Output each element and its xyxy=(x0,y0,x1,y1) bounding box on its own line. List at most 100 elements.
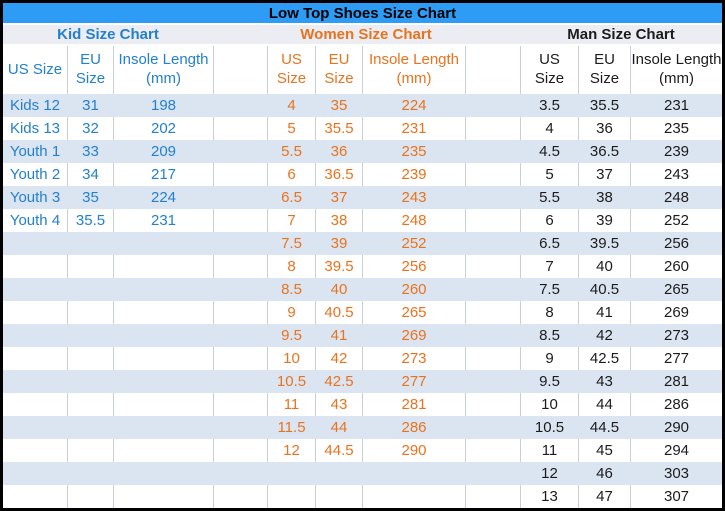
table-cell: Youth 3 xyxy=(9,189,61,206)
section-gap-cell xyxy=(465,462,520,485)
table-cell: 231 xyxy=(362,117,465,140)
table-cell: 10.5 xyxy=(534,419,565,436)
section-gap-cell xyxy=(213,117,267,140)
table-cell: 46 xyxy=(596,465,613,482)
table-cell: 36.5 xyxy=(589,143,620,160)
table-cell xyxy=(67,324,113,347)
table-cell: 11 xyxy=(267,393,315,416)
table-cell: 35.5 xyxy=(589,97,620,114)
table-cell: 303 xyxy=(663,465,690,482)
table-cell: 10.5 xyxy=(276,373,307,390)
man-section-title: Man Size Chart xyxy=(567,26,675,43)
table-cell: 38 xyxy=(596,189,613,206)
table-cell: 265 xyxy=(663,281,690,298)
section-gap xyxy=(465,25,520,44)
table-cell xyxy=(113,370,213,393)
table-cell: 10 xyxy=(520,393,578,416)
table-cell: 235 xyxy=(401,143,427,160)
section-gap-cell xyxy=(465,324,520,347)
table-cell xyxy=(3,485,67,508)
table-cell: 47 xyxy=(578,485,630,508)
table-cell: 39.5 xyxy=(315,255,362,278)
table-cell xyxy=(67,301,113,324)
table-row: 8.5 40 260 7.5 40.5 265 xyxy=(3,278,722,301)
table-cell: 260 xyxy=(630,255,722,278)
table-cell: 41 xyxy=(330,327,348,344)
table-row: 11 43 281 10 44 286 xyxy=(3,393,722,416)
section-gap-cell xyxy=(465,46,520,94)
table-cell xyxy=(67,393,113,416)
section-gap-cell xyxy=(213,462,267,485)
table-cell xyxy=(113,347,213,370)
table-cell: 42.5 xyxy=(324,373,354,390)
section-gap-cell xyxy=(465,393,520,416)
section-gap-cell xyxy=(213,163,267,186)
section-titles-row: Kid Size Chart Women Size Chart Man Size… xyxy=(3,25,722,44)
table-cell xyxy=(113,416,213,439)
table-cell xyxy=(362,462,465,485)
table-row: 9 40.5 265 8 41 269 xyxy=(3,301,722,324)
table-cell: 34 xyxy=(67,163,113,186)
table-cell: 13 xyxy=(520,485,578,508)
table-cell xyxy=(315,462,362,485)
table-cell xyxy=(362,485,465,508)
section-gap-cell xyxy=(465,278,520,301)
table-cell: 3.5 xyxy=(539,97,560,114)
table-cell: 45 xyxy=(578,439,630,462)
table-cell: 281 xyxy=(663,373,690,390)
section-gap-cell xyxy=(213,255,267,278)
table-cell xyxy=(267,462,315,485)
section-gap-cell xyxy=(465,255,520,278)
table-cell: 243 xyxy=(401,189,427,206)
table-cell xyxy=(3,347,67,370)
table-cell: 6 xyxy=(520,209,578,232)
table-cell: 277 xyxy=(630,347,722,370)
divider xyxy=(3,44,722,46)
table-cell: 239 xyxy=(362,163,465,186)
table-cell xyxy=(113,485,213,508)
table-cell: 44 xyxy=(578,393,630,416)
table-cell: 5.5 xyxy=(539,189,560,206)
table-cell: 11 xyxy=(520,439,578,462)
table-cell: 31 xyxy=(82,97,99,114)
table-cell: 7.5 xyxy=(281,235,302,252)
table-cell: 8 xyxy=(267,255,315,278)
table-cell: 239 xyxy=(663,143,690,160)
table-cell: 36 xyxy=(578,117,630,140)
table-cell: 43 xyxy=(596,373,613,390)
table-cell xyxy=(67,232,113,255)
table-cell xyxy=(3,278,67,301)
table-cell xyxy=(67,278,113,301)
kid-section-title: Kid Size Chart xyxy=(57,26,159,43)
table-cell: 36.5 xyxy=(315,163,362,186)
table-cell: 4 xyxy=(287,97,296,114)
section-gap-cell xyxy=(213,140,267,163)
table-cell xyxy=(3,370,67,393)
table-cell xyxy=(113,232,213,255)
section-gap-cell xyxy=(213,278,267,301)
table-cell xyxy=(3,393,67,416)
section-gap-cell xyxy=(465,301,520,324)
table-cell: 42 xyxy=(596,327,613,344)
table-cell: 248 xyxy=(663,189,690,206)
table-row: Youth 3 35 224 6.5 37 243 5.5 38 248 xyxy=(3,186,722,209)
table-cell xyxy=(267,485,315,508)
section-gap-cell xyxy=(213,347,267,370)
table-cell: 9.5 xyxy=(281,327,302,344)
section-gap-cell xyxy=(213,439,267,462)
table-cell: 41 xyxy=(578,301,630,324)
table-cell: 286 xyxy=(401,419,427,436)
table-cell xyxy=(3,462,67,485)
column-header-row: US Size EU Size Insole Length (mm) US Size E… xyxy=(3,46,722,94)
column-header-cell: Insole Length (mm) xyxy=(362,46,465,94)
table-cell: Kids 13 xyxy=(9,120,61,137)
table-cell xyxy=(67,347,113,370)
table-cell: 6 xyxy=(267,163,315,186)
women-section-title: Women Size Chart xyxy=(300,26,432,43)
table-cell: 8.5 xyxy=(539,327,560,344)
section-gap-cell xyxy=(213,393,267,416)
table-cell: 9 xyxy=(267,301,315,324)
table-cell: 35 xyxy=(330,97,348,114)
table-cell: 44.5 xyxy=(589,419,620,436)
